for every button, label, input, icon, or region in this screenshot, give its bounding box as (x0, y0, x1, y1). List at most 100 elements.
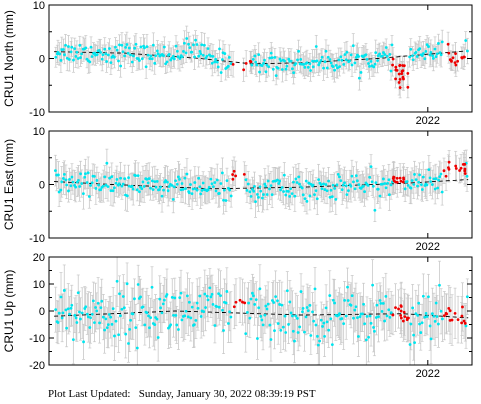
data-point (217, 305, 221, 309)
data-point (59, 58, 63, 62)
data-point (195, 188, 199, 192)
data-point (111, 307, 115, 311)
data-point (134, 42, 138, 46)
data-point (305, 61, 309, 65)
data-point (285, 289, 289, 293)
data-point (302, 62, 305, 66)
data-point (367, 335, 370, 339)
data-point (432, 314, 436, 318)
data-point (354, 56, 358, 59)
data-point (286, 189, 290, 193)
data-point (320, 187, 324, 191)
data-point (299, 290, 303, 293)
data-point (121, 50, 125, 54)
data-point (67, 189, 70, 193)
data-point (173, 296, 177, 300)
trend-line (54, 310, 469, 319)
data-point (161, 302, 165, 306)
data-point (258, 287, 262, 291)
data-point (219, 71, 223, 74)
data-point (109, 61, 113, 65)
data-point (185, 37, 189, 40)
data-point (433, 187, 437, 191)
data-point (439, 172, 443, 176)
data-point (215, 305, 219, 309)
data-point (380, 310, 384, 313)
data-point (288, 300, 292, 304)
data-point (144, 65, 148, 69)
data-point (268, 187, 271, 191)
data-point (369, 60, 373, 63)
data-point (249, 194, 253, 198)
data-point (154, 185, 158, 189)
data-point (170, 184, 174, 187)
data-point (326, 55, 330, 59)
data-point (266, 302, 270, 306)
data-point (119, 64, 123, 68)
data-point (295, 181, 299, 184)
data-point (373, 329, 376, 333)
data-point (120, 43, 124, 47)
data-point (194, 38, 197, 42)
outlier-point (449, 59, 453, 62)
data-point (336, 66, 339, 70)
data-point (324, 49, 328, 53)
y-tick-label: 10 (33, 0, 45, 12)
data-point (413, 341, 416, 345)
data-point (118, 43, 121, 47)
data-point (437, 42, 440, 45)
data-point (346, 285, 349, 289)
data-point (215, 60, 219, 64)
data-point (427, 168, 431, 172)
data-point (269, 184, 273, 188)
data-point (251, 291, 254, 295)
data-point (409, 186, 413, 190)
data-point (210, 292, 214, 296)
data-point (353, 308, 357, 312)
data-point (248, 316, 252, 320)
data-point (89, 184, 92, 187)
data-point (209, 177, 213, 181)
y-tick-label: 10 (33, 126, 45, 138)
data-point (259, 314, 263, 318)
data-point (140, 57, 144, 61)
data-point (100, 57, 104, 61)
data-point (427, 295, 430, 299)
data-point (349, 184, 353, 188)
data-point (271, 67, 275, 71)
footer-timestamp: Sunday, January 30, 2022 08:39:19 PST (138, 388, 316, 400)
outlier-point (243, 301, 247, 305)
data-point (423, 315, 427, 319)
data-point (142, 185, 146, 188)
outlier-point (463, 172, 467, 175)
data-point (139, 45, 143, 49)
data-point (284, 193, 288, 197)
data-point (423, 57, 427, 61)
data-point (343, 298, 346, 302)
data-point (319, 183, 323, 187)
outlier-point (448, 309, 452, 313)
outlier-point (403, 315, 407, 319)
data-point (134, 174, 137, 178)
data-point (268, 323, 272, 327)
data-point (92, 174, 96, 178)
data-point (103, 328, 106, 332)
outlier-point (454, 164, 458, 168)
data-point (346, 299, 350, 302)
data-point (328, 58, 332, 61)
data-point (87, 195, 91, 198)
data-point (366, 183, 370, 187)
data-point (430, 183, 434, 186)
data-point (352, 180, 355, 184)
data-point (256, 193, 259, 196)
data-point (433, 319, 437, 323)
data-point (329, 317, 333, 321)
data-point (222, 188, 226, 192)
data-point (78, 185, 82, 188)
data-point (371, 184, 375, 188)
data-point (205, 294, 209, 298)
data-point (428, 324, 432, 328)
data-point (169, 323, 173, 327)
data-point (430, 312, 434, 316)
data-point (373, 208, 377, 212)
